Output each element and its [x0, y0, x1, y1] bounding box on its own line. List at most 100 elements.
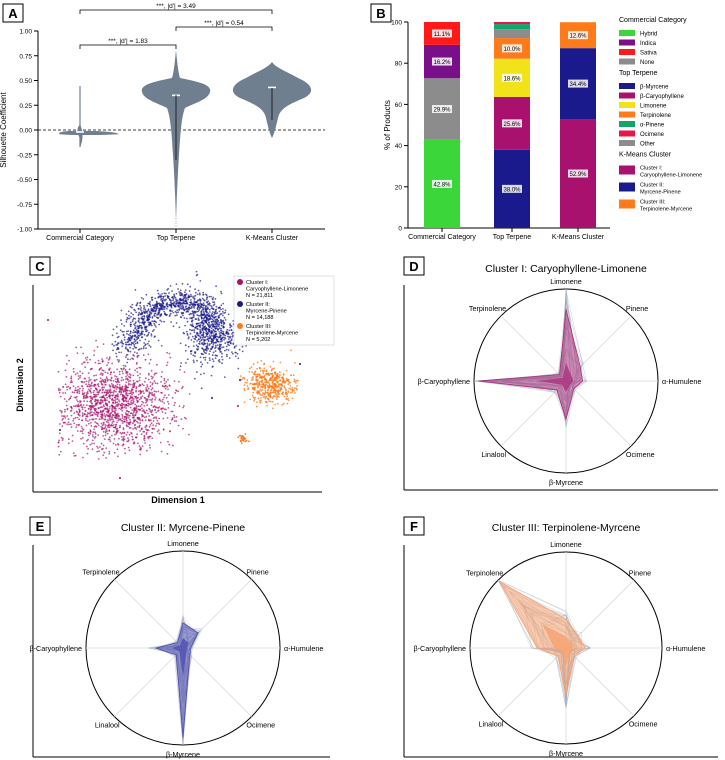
point-cluster-1 — [122, 403, 125, 406]
b-x-tick-labels: Commercial Category Top Terpene K-Means Cl… — [408, 228, 605, 241]
point-cluster-1 — [103, 438, 106, 440]
point-cluster-1 — [64, 408, 66, 411]
point-cluster-2 — [186, 317, 188, 320]
bar-label-bg — [502, 119, 522, 128]
point-cluster-2 — [213, 301, 216, 303]
point-cluster-1 — [87, 392, 89, 395]
point-cluster-1 — [122, 389, 125, 392]
point-cluster-2 — [133, 323, 136, 326]
b-legend-swatch-hybrid — [619, 30, 635, 36]
point-cluster-1 — [64, 369, 67, 372]
point-cluster-2 — [210, 331, 213, 334]
b-legend-swatch-caryophyllene — [619, 92, 635, 99]
point-cluster-1 — [87, 407, 90, 410]
point-cluster-1 — [115, 381, 118, 384]
point-cluster-2 — [183, 317, 186, 319]
point-cluster-2 — [193, 300, 196, 303]
point-cluster-1 — [97, 399, 100, 401]
point-cluster-3 — [275, 398, 278, 401]
radar-axis-label: α-Humulene — [662, 377, 701, 386]
point-cluster-1 — [87, 431, 90, 434]
point-cluster-2 — [146, 335, 148, 337]
point-cluster-2 — [143, 307, 145, 310]
point-cluster-1 — [93, 425, 96, 428]
point-cluster-3 — [253, 398, 256, 401]
point-cluster-3 — [246, 385, 249, 388]
point-cluster-1 — [112, 426, 115, 429]
point-cluster-2 — [197, 319, 200, 321]
point-cluster-1 — [110, 379, 113, 382]
point-cluster-1 — [101, 360, 104, 362]
point-cluster-2 — [241, 345, 244, 348]
point-cluster-2 — [123, 330, 125, 333]
point-cluster-3 — [293, 380, 296, 383]
b-legend-label: Sativa — [640, 51, 657, 57]
point-cluster-1 — [127, 446, 130, 449]
point-cluster-1 — [182, 406, 185, 409]
point-cluster-1 — [89, 432, 92, 435]
point-cluster-1 — [166, 361, 169, 364]
point-cluster-2 — [184, 344, 187, 347]
point-cluster-2 — [154, 312, 157, 315]
point-cluster-1 — [83, 413, 86, 416]
point-cluster-2 — [212, 329, 215, 331]
point-cluster-1 — [121, 417, 124, 419]
point-cluster-2 — [125, 330, 128, 333]
point-cluster-1 — [122, 379, 125, 381]
point-cluster-1 — [129, 406, 132, 409]
point-cluster-2 — [208, 357, 211, 359]
point-cluster-3 — [261, 369, 264, 372]
point-cluster-2 — [167, 295, 170, 298]
radar-chart-d: LimonenePineneα-HumuleneOcimeneβ-Myrcene… — [418, 277, 702, 487]
point-cluster-1 — [78, 390, 81, 393]
point-cluster-1 — [122, 390, 125, 393]
point-cluster-1 — [119, 403, 121, 406]
point-cluster-2 — [216, 322, 218, 324]
point-cluster-2 — [189, 324, 192, 326]
point-cluster-2 — [141, 311, 143, 314]
point-cluster-1 — [93, 354, 95, 356]
point-cluster-2 — [154, 297, 157, 300]
bar-segment-label: 10.0% — [503, 47, 521, 53]
point-cluster-1 — [137, 408, 140, 411]
point-cluster-1 — [145, 387, 147, 389]
point-cluster-1 — [114, 378, 117, 380]
point-cluster-1 — [135, 386, 138, 388]
point-cluster-2 — [203, 372, 205, 375]
point-cluster-2 — [192, 303, 195, 305]
point-cluster-1 — [99, 402, 101, 405]
point-cluster-2 — [171, 290, 173, 292]
point-cluster-1 — [137, 393, 140, 396]
point-cluster-1 — [132, 407, 135, 410]
point-cluster-2 — [140, 310, 143, 312]
point-cluster-2 — [205, 328, 208, 330]
point-cluster-2 — [196, 307, 199, 310]
point-cluster-2 — [227, 349, 230, 351]
point-cluster-1 — [130, 431, 132, 434]
b-legend-swatch-terpinolene — [619, 111, 635, 118]
point-cluster-1 — [63, 415, 66, 418]
point-cluster-1 — [132, 416, 135, 419]
point-cluster-1 — [93, 395, 96, 398]
point-cluster-1 — [113, 389, 116, 392]
c-legend-label: Cluster II: — [246, 302, 270, 308]
point-cluster-1 — [73, 422, 76, 425]
point-cluster-1 — [84, 366, 87, 369]
b-legend-label: Limonene — [640, 104, 667, 110]
point-cluster-1 — [134, 423, 137, 426]
point-cluster-2 — [217, 347, 220, 350]
point-cluster-2 — [148, 331, 150, 334]
point-cluster-2 — [155, 307, 158, 310]
point-cluster-1 — [159, 400, 162, 402]
point-cluster-1 — [77, 385, 79, 388]
point-cluster-1 — [86, 385, 89, 388]
point-cluster-3 — [244, 381, 247, 384]
point-cluster-1 — [66, 388, 69, 391]
point-cluster-1 — [76, 391, 78, 394]
point-cluster-1 — [178, 380, 180, 383]
point-cluster-2 — [190, 350, 192, 353]
point-cluster-1 — [97, 407, 100, 410]
point-cluster-2 — [230, 329, 233, 332]
point-cluster-2 — [116, 332, 118, 335]
point-cluster-1 — [64, 392, 67, 394]
